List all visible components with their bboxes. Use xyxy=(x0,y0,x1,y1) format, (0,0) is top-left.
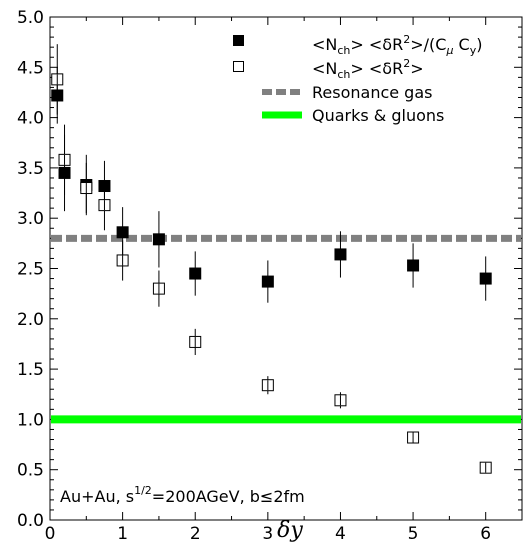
legend-label-series-2: <Nch> <δR2> xyxy=(312,57,424,81)
y-tick-label: 2.0 xyxy=(17,310,44,330)
data-point-series-1 xyxy=(479,272,492,285)
data-point-series-1 xyxy=(98,180,111,193)
x-tick-label: 6 xyxy=(480,524,491,544)
y-tick-label: 3.0 xyxy=(17,209,44,229)
legend-label-quarks-gluons: Quarks & gluons xyxy=(312,106,444,125)
x-tick-label: 0 xyxy=(45,524,56,544)
data-point-series-1 xyxy=(189,267,202,280)
x-tick-label: 4 xyxy=(335,524,346,544)
y-tick-label: 4.0 xyxy=(17,109,44,129)
data-point-series-1 xyxy=(152,233,165,246)
x-tick-label: 5 xyxy=(408,524,419,544)
y-tick-label: 0.5 xyxy=(17,461,44,481)
y-tick-label: 5.0 xyxy=(17,8,44,28)
legend: <Nch> <δR2>/(Cμ Cy) <Nch> <δR2> Resonanc… xyxy=(233,33,482,125)
data-point-series-1 xyxy=(334,248,347,261)
legend-marker-open-square xyxy=(233,61,244,72)
data-point-series-1 xyxy=(51,89,64,102)
legend-label-resonance-gas: Resonance gas xyxy=(312,83,432,102)
legend-label-series-1: <Nch> <δR2>/(Cμ Cy) xyxy=(312,33,482,57)
y-tick-label: 0.0 xyxy=(17,511,44,531)
data-point-series-1 xyxy=(58,166,71,179)
x-tick-label: 2 xyxy=(190,524,201,544)
data-point-series-1 xyxy=(261,275,274,288)
y-tick-label: 2.5 xyxy=(17,260,44,280)
y-tick-label: 3.5 xyxy=(17,159,44,179)
axis-ticks: 0 1 2 3 4 5 6 0.0 0.5 1.0 1.5 2.0 2.5 3.0 3.5 4.0 4.5 5.0 xyxy=(17,8,522,544)
data-point-series-1 xyxy=(407,259,420,272)
data-points xyxy=(51,73,492,474)
annotation-collision-info: Au+Au, s1/2=200AGeV, b≤2fm xyxy=(60,484,305,506)
legend-marker-filled-square xyxy=(233,35,244,46)
x-tick-label: 3 xyxy=(262,524,273,544)
x-tick-label: 1 xyxy=(117,524,128,544)
x-axis-title: δy xyxy=(277,518,303,543)
y-tick-label: 1.0 xyxy=(17,410,44,430)
data-point-series-1 xyxy=(116,226,129,239)
y-tick-label: 4.5 xyxy=(17,58,44,78)
reference-lines xyxy=(51,234,521,424)
y-tick-label: 1.5 xyxy=(17,360,44,380)
